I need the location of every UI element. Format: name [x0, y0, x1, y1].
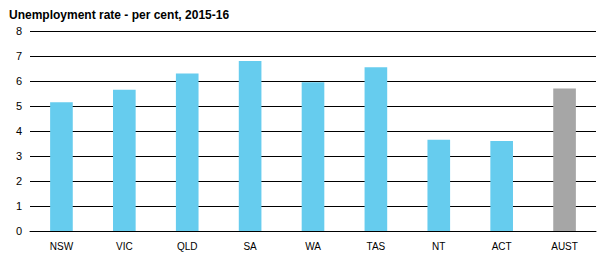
svg-text:0: 0 — [16, 225, 22, 237]
svg-text:NT: NT — [432, 241, 445, 252]
svg-text:SA: SA — [243, 241, 257, 252]
svg-text:2: 2 — [16, 175, 22, 187]
svg-text:QLD: QLD — [177, 241, 198, 252]
svg-text:WA: WA — [305, 241, 321, 252]
svg-text:NSW: NSW — [50, 241, 74, 252]
svg-text:VIC: VIC — [116, 241, 133, 252]
svg-text:TAS: TAS — [367, 241, 386, 252]
svg-text:ACT: ACT — [492, 241, 512, 252]
svg-text:8: 8 — [16, 25, 22, 37]
svg-text:4: 4 — [16, 125, 22, 137]
svg-text:1: 1 — [16, 200, 22, 212]
svg-text:7: 7 — [16, 50, 22, 62]
svg-text:5: 5 — [16, 100, 22, 112]
svg-text:AUST: AUST — [551, 241, 578, 252]
svg-text:Unemployment rate - per cent,: Unemployment rate - per cent, 2015-16 — [9, 8, 229, 22]
svg-text:3: 3 — [16, 150, 22, 162]
svg-text:6: 6 — [16, 75, 22, 87]
